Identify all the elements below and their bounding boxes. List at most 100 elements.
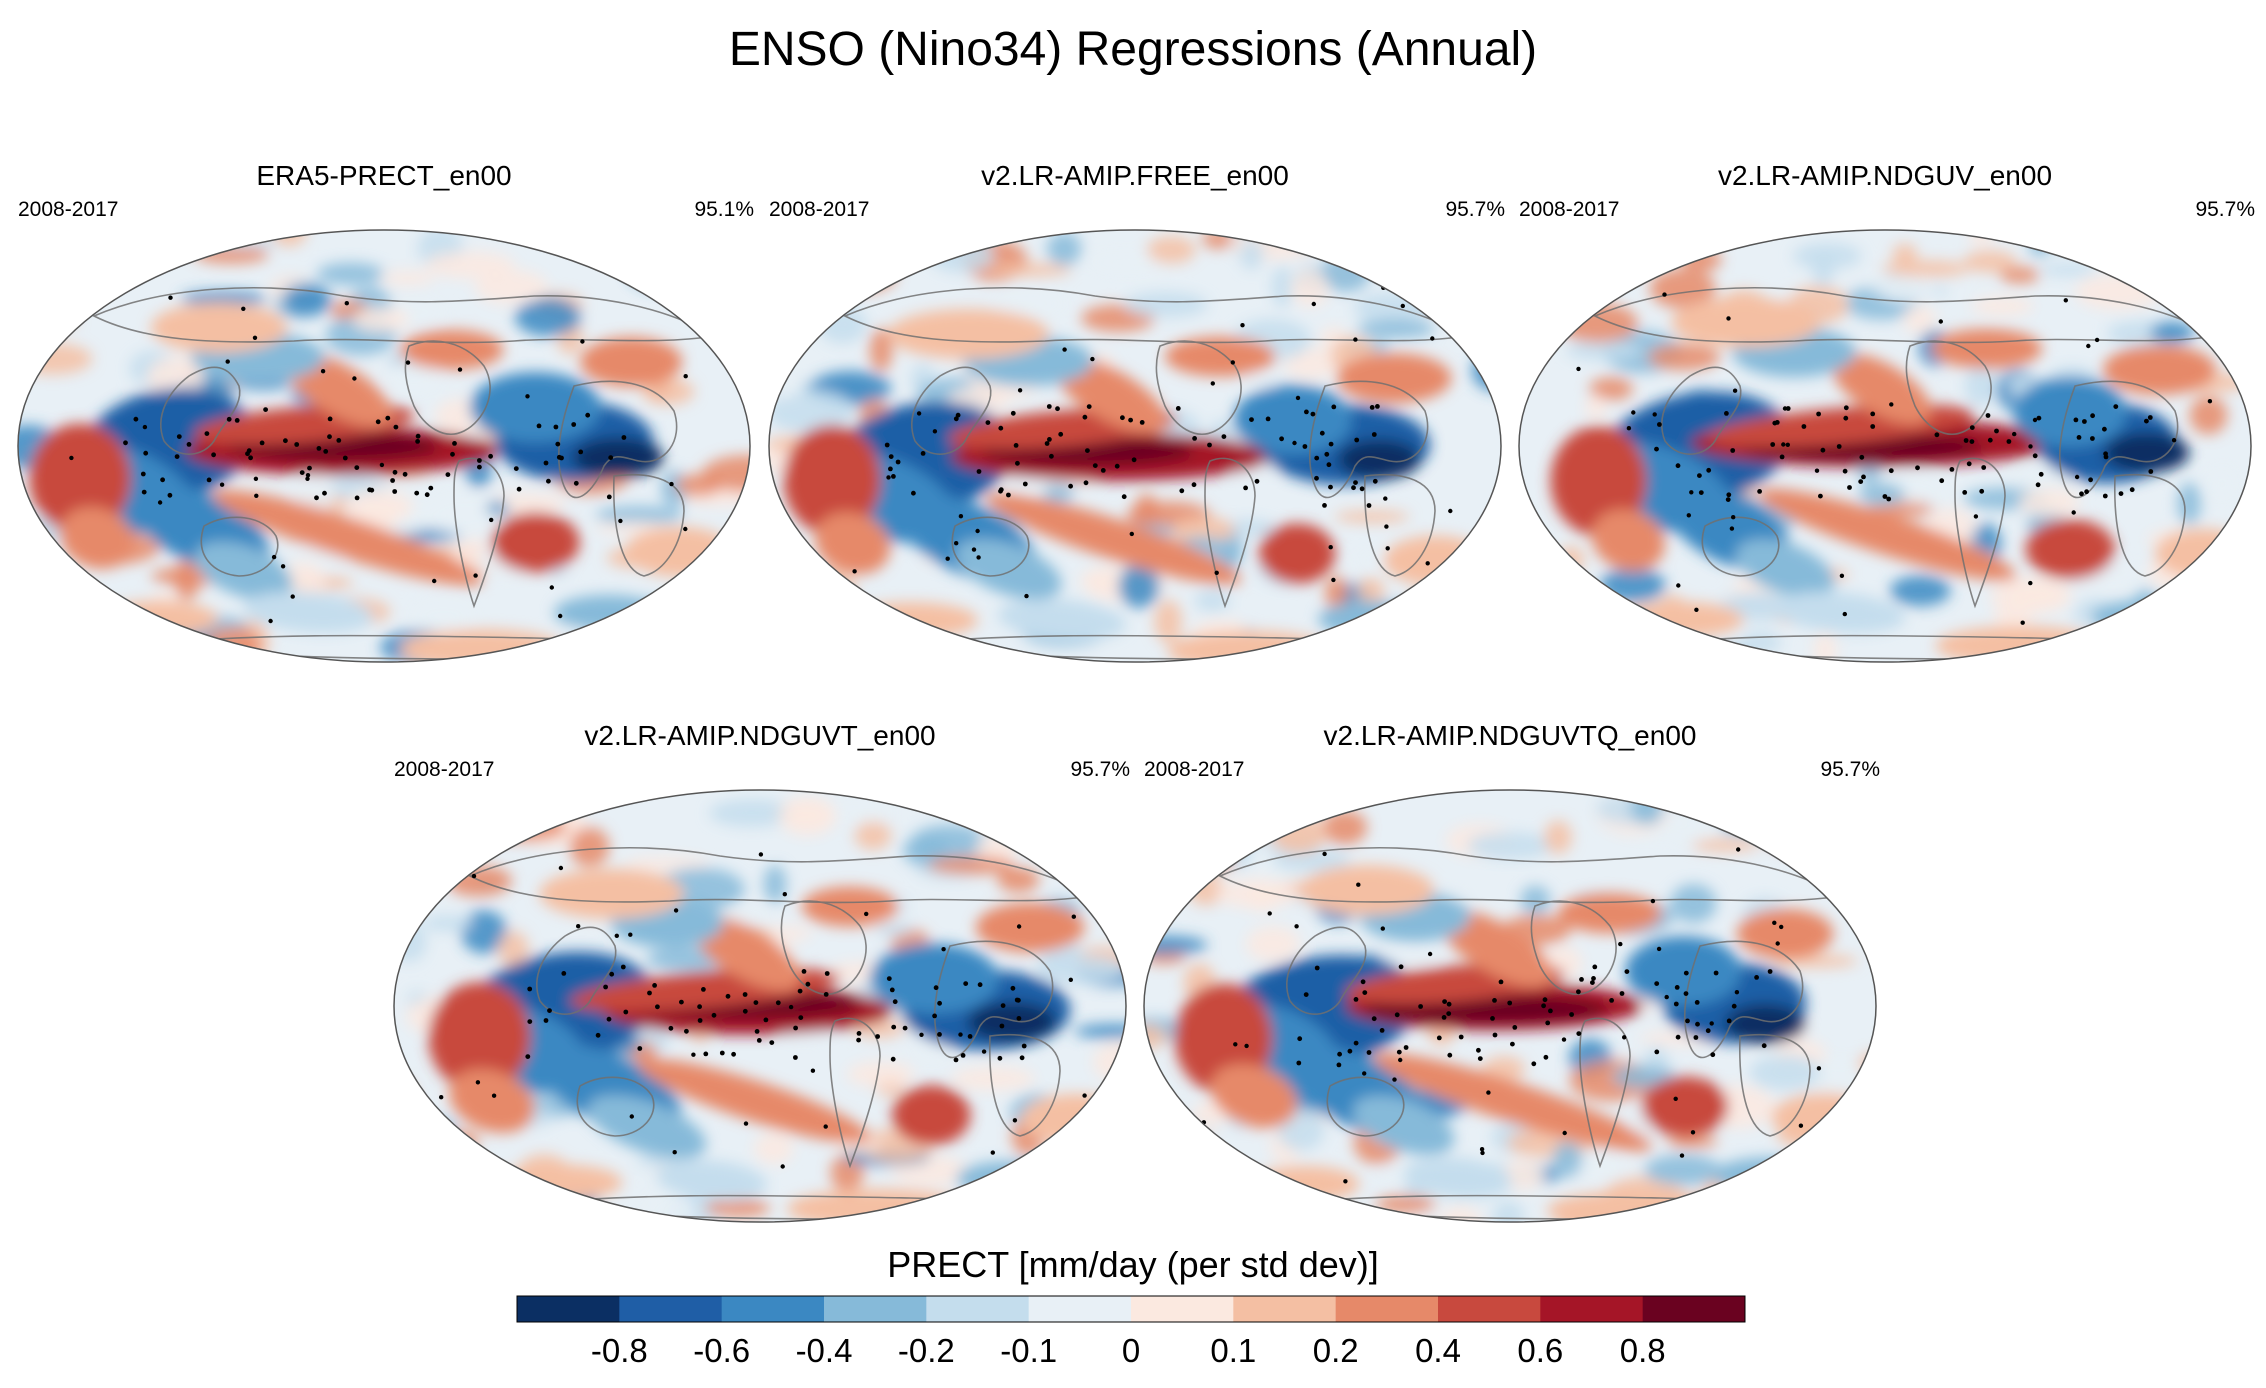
significance-dot [798, 1015, 804, 1020]
anomaly-region [29, 423, 131, 534]
anomaly-patch [1146, 236, 1196, 264]
significance-dot [1311, 301, 1316, 307]
anomaly-patch [1493, 244, 1501, 275]
significance-dot [742, 1008, 748, 1014]
significance-dot [1372, 478, 1378, 484]
significance-dot [1233, 1042, 1238, 1047]
anomaly-patch [693, 238, 733, 266]
anomaly-patch [1794, 1160, 1871, 1188]
significance-dot [1360, 979, 1366, 985]
significance-dot [1279, 436, 1284, 442]
anomaly-patch [64, 623, 141, 649]
anomaly-patch [1892, 243, 1918, 266]
anomaly-region [1641, 1076, 1729, 1137]
significance-dot [864, 911, 869, 917]
anomaly-region [1438, 909, 1554, 988]
significance-dot [1394, 1012, 1400, 1018]
significance-dot [801, 969, 807, 974]
significance-dot [1713, 970, 1719, 976]
significance-dot [327, 416, 333, 422]
significance-dot [1353, 480, 1358, 485]
colorbar-swatch [1131, 1296, 1234, 1322]
significance-dot [2076, 435, 2082, 440]
significance-dot [1724, 411, 1729, 416]
anomaly-patch [2172, 230, 2213, 259]
significance-dot [1049, 453, 1054, 459]
significance-dot [1609, 998, 1614, 1003]
significance-dot [742, 992, 748, 997]
significance-dot [2147, 415, 2153, 420]
panel-years: 2008-2017 [18, 198, 119, 221]
anomaly-patch [778, 612, 840, 643]
significance-dot [543, 1018, 549, 1023]
significance-dot [1654, 446, 1659, 452]
significance-dot [2032, 453, 2038, 459]
significance-dot [226, 416, 232, 422]
significance-dot [1492, 998, 1497, 1003]
coastline [160, 366, 241, 455]
significance-dot [1192, 436, 1197, 441]
panel-percent: 95.7% [2195, 198, 2255, 221]
significance-dot [1949, 467, 1955, 472]
anomaly-region [428, 982, 531, 1093]
significance-dot [668, 1025, 674, 1031]
significance-dot [1675, 1034, 1681, 1040]
anomaly-patch [107, 230, 136, 250]
significance-dot [1479, 1147, 1485, 1152]
significance-dot [1726, 492, 1732, 498]
significance-dot [686, 301, 691, 306]
anomaly-patch [1144, 1105, 1171, 1121]
anomaly-region [1558, 893, 1662, 934]
significance-dot [920, 451, 926, 456]
panel-title: v2.LR-AMIP.NDGUVTQ_en00 [1323, 720, 1697, 751]
significance-dot [1512, 1025, 1518, 1030]
significance-dot [2182, 594, 2187, 599]
colorbar-swatch [1233, 1296, 1337, 1322]
significance-dot [1816, 411, 1821, 417]
anomaly-patch [401, 853, 468, 871]
significance-dot [1664, 994, 1669, 1000]
significance-dot [1403, 1045, 1409, 1050]
anomaly-patch [1060, 1161, 1104, 1191]
significance-dot [1631, 410, 1636, 415]
significance-dot [1938, 319, 1943, 324]
significance-dot [2038, 471, 2044, 477]
significance-dot [2118, 491, 2124, 496]
significance-dot [157, 500, 163, 505]
anomaly-patch [1144, 1213, 1173, 1222]
significance-dot [352, 376, 357, 381]
anomaly-patch [2207, 467, 2237, 500]
significance-dot [679, 999, 684, 1005]
anomaly-patch [394, 1081, 417, 1121]
colorbar-swatch [721, 1296, 825, 1322]
significance-dot [684, 1028, 689, 1034]
significance-dot [1304, 409, 1309, 415]
significance-dot [1698, 490, 1704, 495]
significance-dot [271, 554, 277, 560]
significance-dot [1579, 977, 1584, 982]
significance-dot [981, 1049, 987, 1054]
anomaly-region [1591, 509, 1665, 572]
significance-dot [932, 1013, 937, 1019]
significance-dot [1477, 1056, 1483, 1061]
significance-dot [294, 442, 300, 447]
significance-dot [143, 450, 149, 456]
anomaly-region [1725, 1003, 1805, 1044]
significance-dot [314, 495, 319, 501]
significance-dot [1430, 336, 1435, 341]
anomaly-patch [1357, 577, 1385, 607]
significance-dot [402, 471, 408, 477]
anomaly-region [801, 886, 898, 927]
significance-dot [1319, 430, 1325, 436]
significance-dot [1726, 1018, 1732, 1024]
significance-dot [769, 1040, 775, 1045]
significance-dot [2028, 580, 2033, 586]
anomaly-region [497, 1164, 623, 1201]
significance-dot [608, 455, 614, 460]
significance-dot [1310, 411, 1316, 417]
significance-dot [1000, 1003, 1006, 1008]
coastline [404, 340, 491, 435]
significance-dot [955, 412, 961, 418]
anomaly-patch [2150, 642, 2188, 662]
significance-dot [1545, 1020, 1551, 1026]
